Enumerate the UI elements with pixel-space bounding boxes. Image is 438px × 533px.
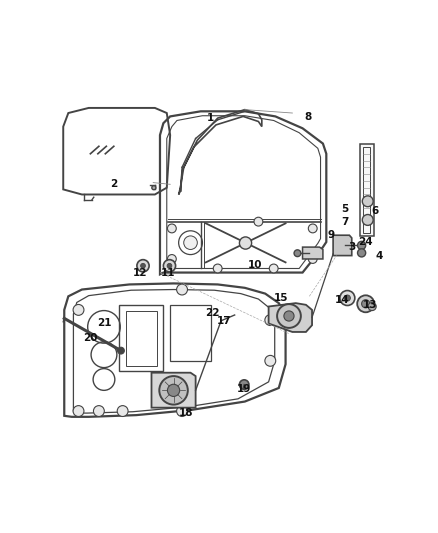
Text: 15: 15 bbox=[274, 293, 289, 303]
Circle shape bbox=[294, 250, 301, 256]
Circle shape bbox=[269, 264, 278, 273]
Circle shape bbox=[308, 224, 317, 233]
Circle shape bbox=[344, 295, 350, 301]
Text: 8: 8 bbox=[304, 112, 311, 122]
Circle shape bbox=[141, 263, 145, 268]
Text: 21: 21 bbox=[97, 319, 111, 328]
Text: 5: 5 bbox=[341, 204, 349, 214]
Circle shape bbox=[254, 217, 263, 226]
Circle shape bbox=[117, 347, 124, 354]
Circle shape bbox=[167, 224, 176, 233]
Polygon shape bbox=[268, 303, 312, 332]
Circle shape bbox=[240, 237, 251, 249]
Text: 4: 4 bbox=[375, 251, 383, 261]
Circle shape bbox=[240, 380, 249, 389]
Circle shape bbox=[277, 304, 301, 328]
Circle shape bbox=[73, 406, 84, 416]
Polygon shape bbox=[152, 373, 196, 408]
Circle shape bbox=[368, 302, 376, 311]
Circle shape bbox=[265, 314, 276, 326]
Text: 14: 14 bbox=[336, 295, 350, 305]
Circle shape bbox=[362, 214, 373, 225]
Text: 6: 6 bbox=[371, 206, 378, 216]
Circle shape bbox=[167, 263, 172, 268]
Polygon shape bbox=[333, 235, 352, 256]
Text: 17: 17 bbox=[216, 316, 231, 326]
Text: 9: 9 bbox=[328, 230, 335, 240]
Circle shape bbox=[265, 356, 276, 366]
Polygon shape bbox=[360, 143, 374, 236]
Text: 2: 2 bbox=[110, 179, 118, 189]
Text: 3: 3 bbox=[348, 242, 355, 252]
Circle shape bbox=[362, 300, 370, 308]
Text: 7: 7 bbox=[341, 216, 349, 227]
Circle shape bbox=[184, 236, 197, 249]
Text: 11: 11 bbox=[161, 268, 176, 278]
Circle shape bbox=[167, 255, 176, 263]
Circle shape bbox=[308, 255, 317, 263]
Circle shape bbox=[167, 384, 180, 397]
Circle shape bbox=[357, 295, 374, 312]
Text: 12: 12 bbox=[133, 268, 148, 278]
Circle shape bbox=[362, 196, 373, 207]
Circle shape bbox=[117, 406, 128, 416]
Text: 1: 1 bbox=[207, 113, 215, 123]
Text: 19: 19 bbox=[237, 384, 251, 394]
Text: 10: 10 bbox=[248, 260, 262, 270]
Circle shape bbox=[93, 406, 104, 416]
Text: 18: 18 bbox=[179, 408, 194, 418]
Text: 24: 24 bbox=[358, 237, 373, 247]
Circle shape bbox=[137, 260, 149, 272]
Circle shape bbox=[284, 311, 294, 321]
Text: 22: 22 bbox=[205, 308, 220, 318]
Circle shape bbox=[213, 264, 222, 273]
Text: 13: 13 bbox=[363, 300, 378, 310]
Circle shape bbox=[73, 304, 84, 316]
Circle shape bbox=[177, 406, 187, 416]
Circle shape bbox=[340, 290, 355, 305]
Text: 20: 20 bbox=[83, 333, 98, 343]
Polygon shape bbox=[303, 247, 323, 259]
Circle shape bbox=[159, 376, 188, 405]
Circle shape bbox=[357, 241, 366, 249]
Circle shape bbox=[152, 185, 156, 190]
Circle shape bbox=[177, 284, 187, 295]
Circle shape bbox=[357, 249, 366, 257]
Circle shape bbox=[163, 260, 176, 272]
